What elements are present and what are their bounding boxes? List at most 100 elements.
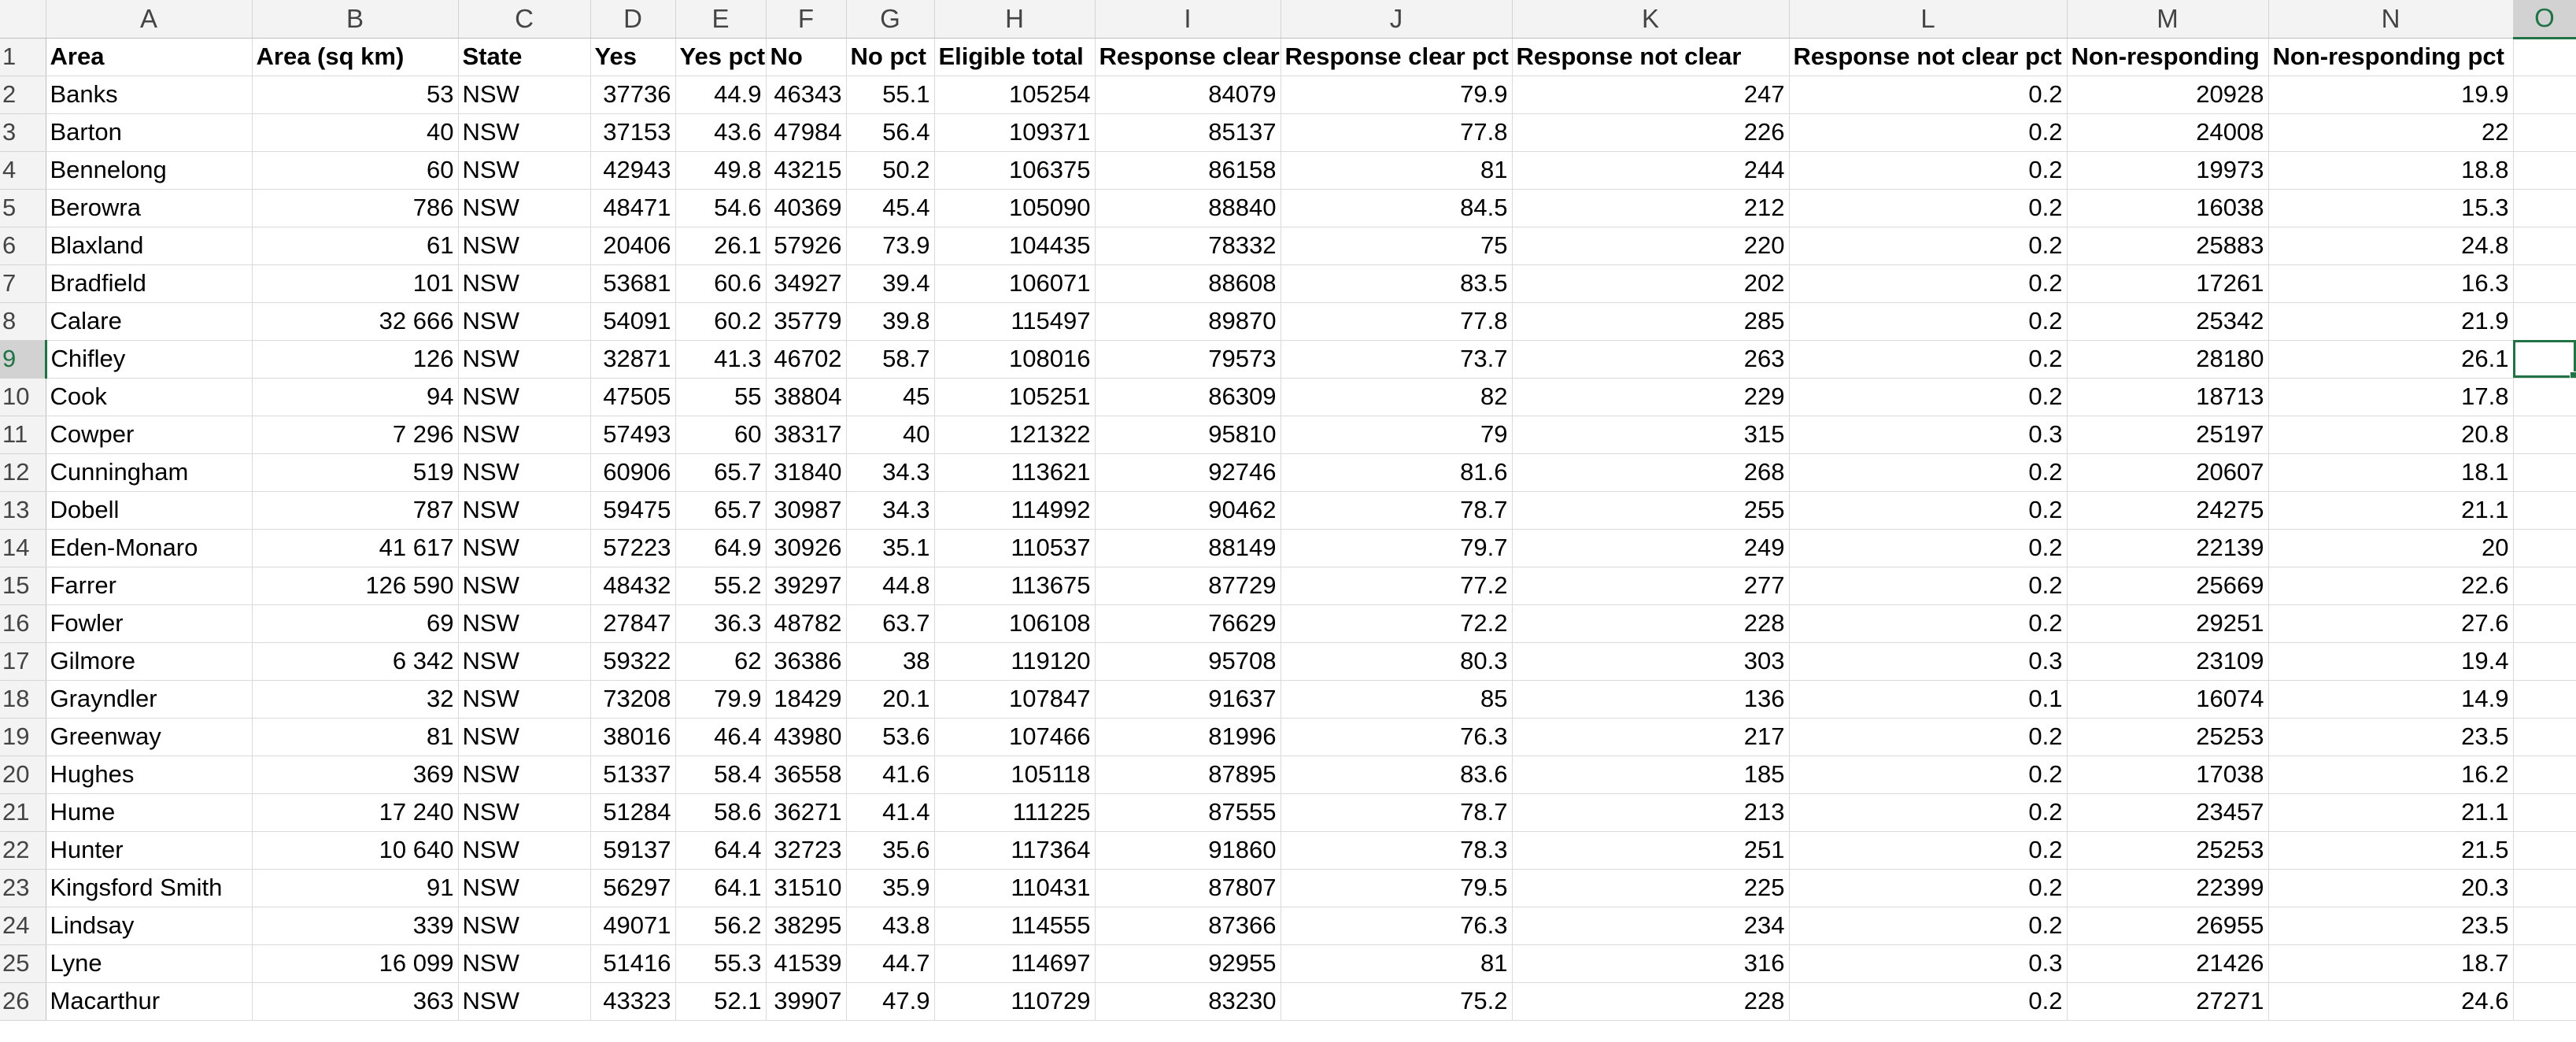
- cell-k26[interactable]: 228: [1512, 982, 1789, 1020]
- cell-a17[interactable]: Gilmore: [46, 642, 252, 680]
- cell-b6[interactable]: 61: [252, 227, 458, 264]
- cell-j24[interactable]: 76.3: [1281, 907, 1512, 944]
- cell-l7[interactable]: 0.2: [1789, 264, 2067, 302]
- row-header-4[interactable]: 4: [0, 151, 46, 189]
- cell-m15[interactable]: 25669: [2067, 567, 2268, 604]
- cell-g2[interactable]: 55.1: [846, 76, 934, 113]
- cell-j16[interactable]: 72.2: [1281, 604, 1512, 642]
- cell-n4[interactable]: 18.8: [2268, 151, 2513, 189]
- cell-o12[interactable]: [2513, 453, 2576, 491]
- cell-i14[interactable]: 88149: [1095, 529, 1281, 567]
- cell-j21[interactable]: 78.7: [1281, 793, 1512, 831]
- cell-a11[interactable]: Cowper: [46, 416, 252, 453]
- cell-i4[interactable]: 86158: [1095, 151, 1281, 189]
- cell-h12[interactable]: 113621: [934, 453, 1095, 491]
- cell-i7[interactable]: 88608: [1095, 264, 1281, 302]
- cell-m20[interactable]: 17038: [2067, 756, 2268, 793]
- cell-l4[interactable]: 0.2: [1789, 151, 2067, 189]
- cell-c7[interactable]: NSW: [458, 264, 590, 302]
- cell-b9[interactable]: 126: [252, 340, 458, 378]
- cell-f26[interactable]: 39907: [766, 982, 846, 1020]
- cell-g15[interactable]: 44.8: [846, 567, 934, 604]
- cell-j8[interactable]: 77.8: [1281, 302, 1512, 340]
- cell-i18[interactable]: 91637: [1095, 680, 1281, 718]
- cell-f7[interactable]: 34927: [766, 264, 846, 302]
- cell-j20[interactable]: 83.6: [1281, 756, 1512, 793]
- cell-e19[interactable]: 46.4: [675, 718, 766, 756]
- cell-i10[interactable]: 86309: [1095, 378, 1281, 416]
- cell-n8[interactable]: 21.9: [2268, 302, 2513, 340]
- cell-l14[interactable]: 0.2: [1789, 529, 2067, 567]
- cell-c2[interactable]: NSW: [458, 76, 590, 113]
- row-header-17[interactable]: 17: [0, 642, 46, 680]
- cell-h23[interactable]: 110431: [934, 869, 1095, 907]
- cell-i11[interactable]: 95810: [1095, 416, 1281, 453]
- column-header-l[interactable]: L: [1789, 0, 2067, 38]
- cell-d13[interactable]: 59475: [590, 491, 675, 529]
- cell-c25[interactable]: NSW: [458, 944, 590, 982]
- cell-g20[interactable]: 41.6: [846, 756, 934, 793]
- cell-b24[interactable]: 339: [252, 907, 458, 944]
- cell-j23[interactable]: 79.5: [1281, 869, 1512, 907]
- cell-d7[interactable]: 53681: [590, 264, 675, 302]
- cell-b17[interactable]: 6 342: [252, 642, 458, 680]
- cell-k7[interactable]: 202: [1512, 264, 1789, 302]
- cell-f6[interactable]: 57926: [766, 227, 846, 264]
- cell-i6[interactable]: 78332: [1095, 227, 1281, 264]
- cell-c6[interactable]: NSW: [458, 227, 590, 264]
- cell-d20[interactable]: 51337: [590, 756, 675, 793]
- cell-o15[interactable]: [2513, 567, 2576, 604]
- cell-a5[interactable]: Berowra: [46, 189, 252, 227]
- cell-o8[interactable]: [2513, 302, 2576, 340]
- cell-b4[interactable]: 60: [252, 151, 458, 189]
- cell-a4[interactable]: Bennelong: [46, 151, 252, 189]
- cell-o18[interactable]: [2513, 680, 2576, 718]
- cell-n26[interactable]: 24.6: [2268, 982, 2513, 1020]
- cell-d23[interactable]: 56297: [590, 869, 675, 907]
- column-header-i[interactable]: I: [1095, 0, 1281, 38]
- cell-g19[interactable]: 53.6: [846, 718, 934, 756]
- cell-h20[interactable]: 105118: [934, 756, 1095, 793]
- cell-j2[interactable]: 79.9: [1281, 76, 1512, 113]
- cell-e12[interactable]: 65.7: [675, 453, 766, 491]
- cell-d21[interactable]: 51284: [590, 793, 675, 831]
- cell-l13[interactable]: 0.2: [1789, 491, 2067, 529]
- cell-l9[interactable]: 0.2: [1789, 340, 2067, 378]
- cell-k6[interactable]: 220: [1512, 227, 1789, 264]
- cell-c24[interactable]: NSW: [458, 907, 590, 944]
- cell-a18[interactable]: Grayndler: [46, 680, 252, 718]
- row-header-10[interactable]: 10: [0, 378, 46, 416]
- cell-j6[interactable]: 75: [1281, 227, 1512, 264]
- column-header-d[interactable]: D: [590, 0, 675, 38]
- cell-a20[interactable]: Hughes: [46, 756, 252, 793]
- cell-e15[interactable]: 55.2: [675, 567, 766, 604]
- row-header-9[interactable]: 9: [0, 340, 46, 378]
- row-header-2[interactable]: 2: [0, 76, 46, 113]
- cell-c17[interactable]: NSW: [458, 642, 590, 680]
- cell-l25[interactable]: 0.3: [1789, 944, 2067, 982]
- cell-k15[interactable]: 277: [1512, 567, 1789, 604]
- cell-k10[interactable]: 229: [1512, 378, 1789, 416]
- row-header-8[interactable]: 8: [0, 302, 46, 340]
- cell-j14[interactable]: 79.7: [1281, 529, 1512, 567]
- cell-f10[interactable]: 38804: [766, 378, 846, 416]
- cell-o16[interactable]: [2513, 604, 2576, 642]
- column-header-j[interactable]: J: [1281, 0, 1512, 38]
- cell-h6[interactable]: 104435: [934, 227, 1095, 264]
- cell-d18[interactable]: 73208: [590, 680, 675, 718]
- cell-f16[interactable]: 48782: [766, 604, 846, 642]
- cell-d2[interactable]: 37736: [590, 76, 675, 113]
- cell-b1[interactable]: Area (sq km): [252, 38, 458, 76]
- cell-h4[interactable]: 106375: [934, 151, 1095, 189]
- column-header-o[interactable]: O: [2513, 0, 2576, 38]
- cell-n15[interactable]: 22.6: [2268, 567, 2513, 604]
- cell-l20[interactable]: 0.2: [1789, 756, 2067, 793]
- row-header-3[interactable]: 3: [0, 113, 46, 151]
- cell-g13[interactable]: 34.3: [846, 491, 934, 529]
- cell-d25[interactable]: 51416: [590, 944, 675, 982]
- cell-m12[interactable]: 20607: [2067, 453, 2268, 491]
- cell-f3[interactable]: 47984: [766, 113, 846, 151]
- cell-g5[interactable]: 45.4: [846, 189, 934, 227]
- cell-j1[interactable]: Response clear pct: [1281, 38, 1512, 76]
- cell-a8[interactable]: Calare: [46, 302, 252, 340]
